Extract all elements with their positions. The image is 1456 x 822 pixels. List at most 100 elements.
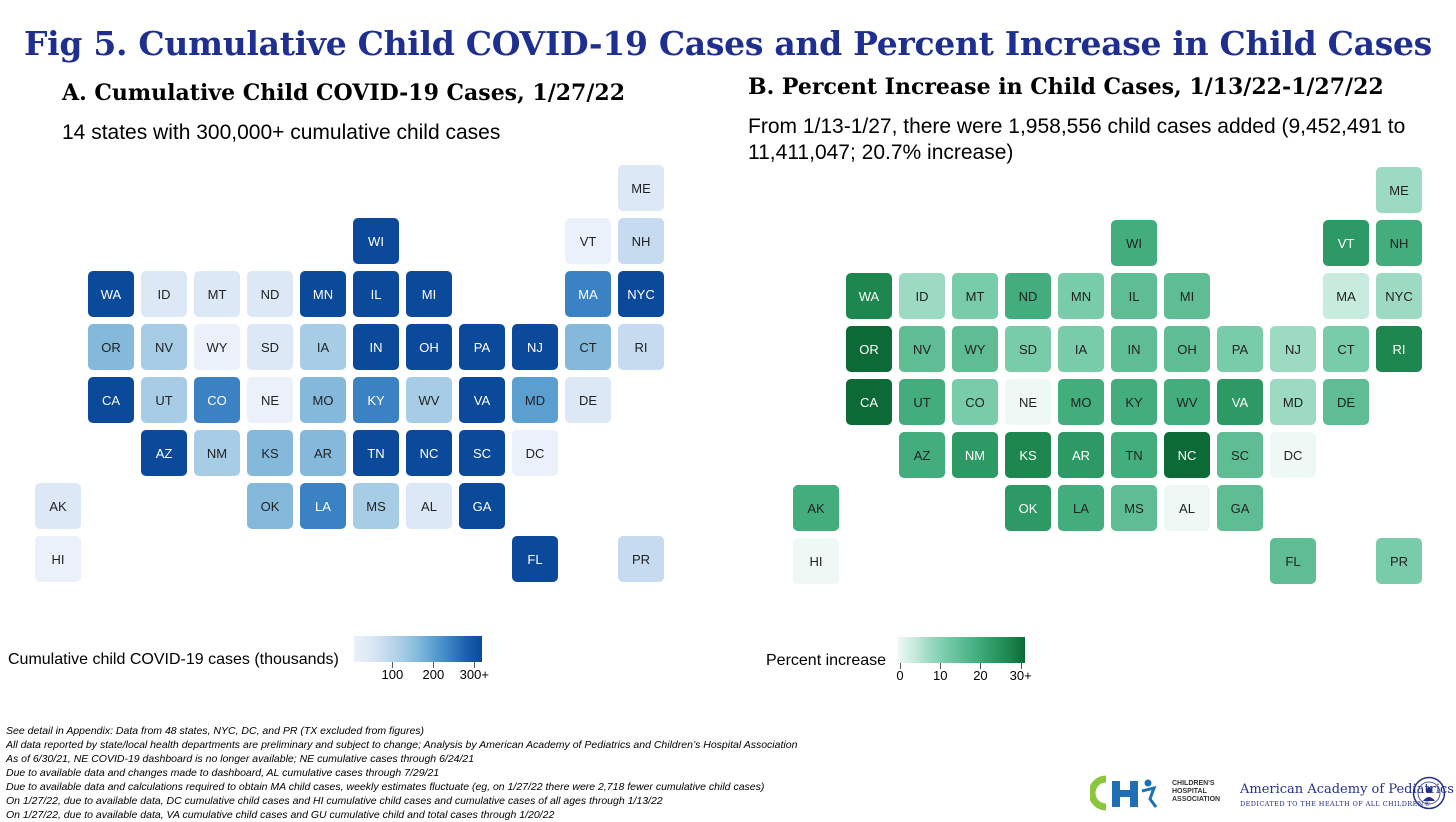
tile-nv: NV [899, 326, 945, 372]
tile-mi: MI [406, 271, 452, 317]
tile-hi: HI [793, 538, 839, 584]
tile-nh: NH [1376, 220, 1422, 266]
tile-az: AZ [141, 430, 187, 476]
tile-nc: NC [1164, 432, 1210, 478]
tile-ri: RI [618, 324, 664, 370]
tile-fl: FL [1270, 538, 1316, 584]
tile-ks: KS [1005, 432, 1051, 478]
tile-fl: FL [512, 536, 558, 582]
tile-co: CO [952, 379, 998, 425]
tile-ky: KY [1111, 379, 1157, 425]
tile-dc: DC [512, 430, 558, 476]
tile-nv: NV [141, 324, 187, 370]
tile-mn: MN [1058, 273, 1104, 319]
tile-ne: NE [1005, 379, 1051, 425]
legend-tick [980, 663, 982, 669]
legend-tick-label: 10 [932, 668, 948, 683]
panel-b-subtitle: From 1/13-1/27, there were 1,958,556 chi… [748, 115, 1406, 164]
legend-b-gradient [898, 637, 1025, 663]
legend-tick-label: 20 [973, 668, 988, 683]
tile-il: IL [353, 271, 399, 317]
tile-il: IL [1111, 273, 1157, 319]
tile-ak: AK [35, 483, 81, 529]
tile-nh: NH [618, 218, 664, 264]
tile-id: ID [141, 271, 187, 317]
tile-co: CO [194, 377, 240, 423]
tile-in: IN [1111, 326, 1157, 372]
footnote: Due to available data and changes made t… [6, 767, 440, 779]
tile-ri: RI [1376, 326, 1422, 372]
tile-nd: ND [247, 271, 293, 317]
tile-oh: OH [1164, 326, 1210, 372]
tile-sd: SD [247, 324, 293, 370]
tile-wa: WA [88, 271, 134, 317]
tile-ok: OK [247, 483, 293, 529]
tile-me: ME [618, 165, 664, 211]
legend-tick [900, 663, 901, 669]
tile-mt: MT [952, 273, 998, 319]
tile-wv: WV [1164, 379, 1210, 425]
tile-ia: IA [1058, 326, 1104, 372]
tile-vt: VT [565, 218, 611, 264]
tile-sc: SC [459, 430, 505, 476]
legend-a-gradient [354, 636, 482, 662]
tile-al: AL [406, 483, 452, 529]
tile-tn: TN [1111, 432, 1157, 478]
tile-wy: WY [952, 326, 998, 372]
legend-tick-label: 30+ [1009, 668, 1032, 683]
legend-tick [940, 663, 942, 669]
tile-ut: UT [141, 377, 187, 423]
tile-ma: MA [565, 271, 611, 317]
page-title: Fig 5. Cumulative Child COVID-19 Cases a… [24, 24, 1432, 63]
tile-pa: PA [1217, 326, 1263, 372]
legend-tick [433, 662, 435, 668]
tile-tn: TN [353, 430, 399, 476]
legend-b-title: Percent increase [766, 652, 887, 669]
tile-ia: IA [300, 324, 346, 370]
tile-vt: VT [1323, 220, 1369, 266]
tile-la: LA [1058, 485, 1104, 531]
tile-me: ME [1376, 167, 1422, 213]
tile-nyc: NYC [1376, 273, 1422, 319]
tile-ne: NE [247, 377, 293, 423]
tile-ga: GA [459, 483, 505, 529]
tile-sc: SC [1217, 432, 1263, 478]
tile-va: VA [459, 377, 505, 423]
tile-or: OR [846, 326, 892, 372]
panel-b-title: B. Percent Increase in Child Cases, 1/13… [748, 74, 1384, 100]
tile-ca: CA [846, 379, 892, 425]
tile-ga: GA [1217, 485, 1263, 531]
legend-tick-label: 200 [422, 667, 445, 682]
tile-ok: OK [1005, 485, 1051, 531]
tile-ks: KS [247, 430, 293, 476]
tile-de: DE [1323, 379, 1369, 425]
footnote: On 1/27/22, due to available data, VA cu… [6, 809, 555, 821]
cha-wordmark: CHILDREN'S HOSPITAL ASSOCIATION [1172, 780, 1221, 803]
legend-tick-label: 0 [896, 668, 904, 683]
tile-ms: MS [353, 483, 399, 529]
tile-az: AZ [899, 432, 945, 478]
tile-sd: SD [1005, 326, 1051, 372]
tile-ct: CT [1323, 326, 1369, 372]
tile-nm: NM [194, 430, 240, 476]
legend-tick-label: 300+ [459, 667, 489, 682]
tile-ca: CA [88, 377, 134, 423]
tile-wy: WY [194, 324, 240, 370]
tile-nm: NM [952, 432, 998, 478]
tile-ar: AR [300, 430, 346, 476]
tile-mt: MT [194, 271, 240, 317]
tile-wv: WV [406, 377, 452, 423]
tile-wi: WI [353, 218, 399, 264]
tile-md: MD [1270, 379, 1316, 425]
footnote: As of 6/30/21, NE COVID-19 dashboard is … [6, 753, 475, 765]
panel-a-title: A. Cumulative Child COVID-19 Cases, 1/27… [62, 80, 625, 106]
aap-seal-icon [1412, 776, 1446, 810]
tile-nj: NJ [512, 324, 558, 370]
tile-pa: PA [459, 324, 505, 370]
tile-id: ID [899, 273, 945, 319]
tile-ar: AR [1058, 432, 1104, 478]
tile-ut: UT [899, 379, 945, 425]
tile-in: IN [353, 324, 399, 370]
